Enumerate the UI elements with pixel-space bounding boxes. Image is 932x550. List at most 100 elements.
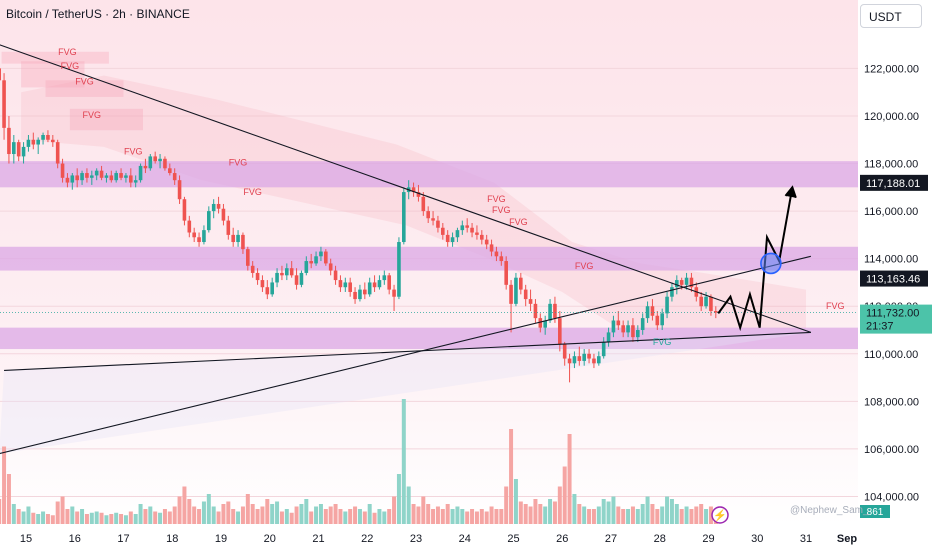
price-axis[interactable]: 104,000.00 106,000.00 108,000.00 110,000.00…: [864, 63, 919, 503]
candle-body[interactable]: [606, 332, 611, 342]
candle-body[interactable]: [397, 242, 401, 297]
projection-path[interactable]: [717, 185, 797, 332]
candle-body[interactable]: [460, 225, 465, 231]
candle-body[interactable]: [2, 80, 6, 128]
candle-body[interactable]: [470, 227, 474, 233]
candle-body[interactable]: [558, 318, 562, 345]
candle-body[interactable]: [41, 134, 45, 140]
candle-body[interactable]: [363, 289, 367, 295]
candle-body[interactable]: [294, 275, 299, 285]
candle-body[interactable]: [504, 261, 508, 285]
candle-body[interactable]: [172, 173, 177, 181]
candle-body[interactable]: [533, 303, 538, 319]
candle-body[interactable]: [202, 230, 206, 243]
candle-body[interactable]: [250, 265, 255, 273]
candle-body[interactable]: [85, 173, 89, 178]
candle-body[interactable]: [138, 165, 143, 181]
candle-body[interactable]: [90, 175, 94, 178]
lightning-icon[interactable]: [711, 506, 729, 524]
candle-body[interactable]: [528, 299, 533, 304]
candle-body[interactable]: [46, 134, 50, 140]
candle-body[interactable]: [494, 251, 499, 257]
candle-body[interactable]: [333, 270, 338, 281]
candle-body[interactable]: [70, 175, 75, 183]
candle-body[interactable]: [36, 139, 40, 145]
candle-body[interactable]: [372, 282, 377, 288]
candle-body[interactable]: [699, 296, 703, 307]
candle-body[interactable]: [689, 277, 694, 288]
candle-body[interactable]: [265, 287, 270, 295]
candle-body[interactable]: [309, 261, 313, 264]
candle-body[interactable]: [177, 180, 182, 200]
candle-body[interactable]: [197, 237, 201, 243]
candle-body[interactable]: [241, 234, 245, 250]
candle-body[interactable]: [168, 168, 172, 174]
candle-body[interactable]: [211, 203, 216, 212]
candle-body[interactable]: [650, 306, 655, 316]
candle-body[interactable]: [621, 325, 625, 333]
candle-body[interactable]: [450, 237, 455, 243]
candle-body[interactable]: [631, 325, 635, 338]
candle-body[interactable]: [65, 177, 70, 183]
candle-body[interactable]: [514, 277, 518, 304]
candle-body[interactable]: [275, 272, 279, 283]
candle-body[interactable]: [124, 175, 128, 178]
candle-body[interactable]: [119, 173, 123, 178]
candle-body[interactable]: [280, 272, 284, 276]
candle-body[interactable]: [567, 358, 572, 364]
candle-body[interactable]: [572, 356, 577, 364]
candle-body[interactable]: [94, 170, 99, 176]
trendline[interactable]: [4, 331, 811, 371]
candle-body[interactable]: [260, 280, 265, 288]
candle-body[interactable]: [489, 244, 494, 252]
candle-body[interactable]: [226, 220, 231, 235]
candle-body[interactable]: [207, 211, 211, 231]
candle-body[interactable]: [382, 275, 387, 281]
candle-body[interactable]: [12, 142, 16, 155]
candle-body[interactable]: [655, 315, 660, 326]
candle-body[interactable]: [289, 268, 294, 276]
candle-body[interactable]: [319, 251, 323, 257]
candle-body[interactable]: [431, 218, 435, 221]
candle-body[interactable]: [679, 280, 684, 285]
candle-body[interactable]: [684, 277, 689, 285]
candle-body[interactable]: [519, 277, 523, 290]
candle-body[interactable]: [392, 289, 396, 297]
candle-body[interactable]: [16, 142, 21, 157]
candle-body[interactable]: [246, 249, 250, 266]
candle-body[interactable]: [402, 192, 406, 243]
candle-body[interactable]: [109, 175, 114, 181]
candle-body[interactable]: [626, 325, 630, 333]
candle-body[interactable]: [377, 280, 382, 288]
candle-body[interactable]: [611, 320, 616, 333]
candle-body[interactable]: [660, 313, 664, 326]
candle-body[interactable]: [104, 175, 109, 178]
candle-body[interactable]: [714, 310, 718, 313]
candle-body[interactable]: [216, 203, 221, 209]
candle-body[interactable]: [21, 146, 26, 157]
candle-body[interactable]: [640, 318, 645, 331]
candle-body[interactable]: [55, 142, 60, 164]
candle-body[interactable]: [7, 127, 11, 155]
candle-body[interactable]: [133, 180, 138, 183]
candle-body[interactable]: [509, 284, 513, 304]
candle-body[interactable]: [475, 232, 479, 235]
candle-body[interactable]: [358, 289, 362, 300]
candle-body[interactable]: [484, 239, 489, 245]
candle-body[interactable]: [99, 170, 104, 178]
candle-body[interactable]: [465, 225, 469, 228]
candle-body[interactable]: [129, 175, 133, 183]
candle-body[interactable]: [31, 139, 36, 145]
candle-body[interactable]: [387, 275, 391, 290]
candle-body[interactable]: [75, 175, 79, 181]
candle-body[interactable]: [441, 227, 445, 235]
candle-body[interactable]: [192, 232, 196, 238]
candle-body[interactable]: [553, 303, 557, 319]
candle-body[interactable]: [255, 272, 260, 281]
candle-body[interactable]: [304, 261, 309, 273]
candle-body[interactable]: [416, 192, 421, 197]
candle-body[interactable]: [285, 268, 289, 276]
candle-body[interactable]: [153, 156, 157, 162]
candle-body[interactable]: [709, 296, 713, 311]
candle-body[interactable]: [523, 289, 528, 300]
